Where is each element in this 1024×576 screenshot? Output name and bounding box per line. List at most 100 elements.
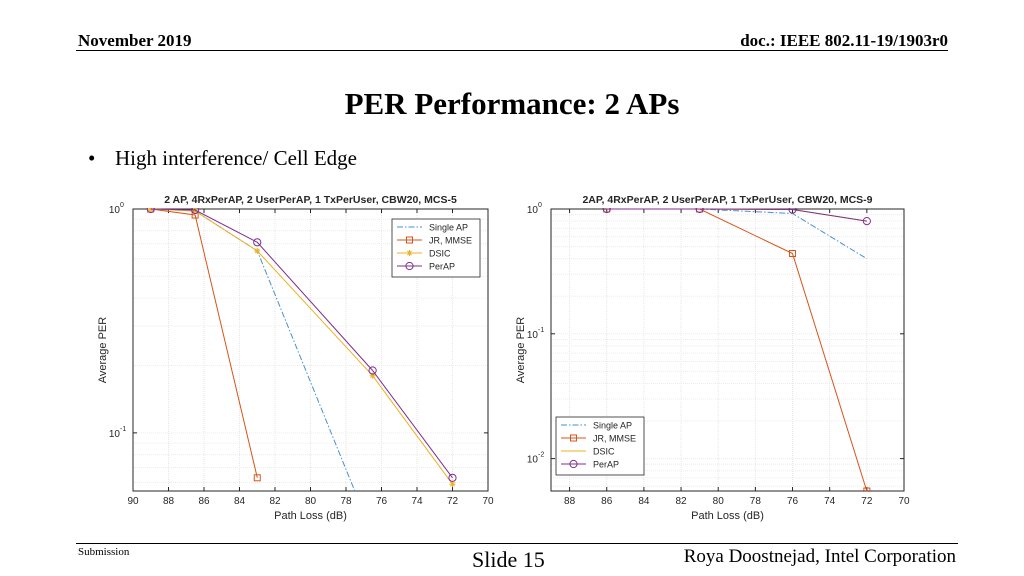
- data-point: [146, 208, 155, 214]
- x-tick-label: 76: [787, 496, 799, 507]
- svg-text:-2: -2: [538, 452, 544, 459]
- legend-label: PerAP: [429, 262, 455, 272]
- legend-label: JR, MMSE: [593, 434, 636, 444]
- x-tick-label: 84: [638, 496, 650, 507]
- legend-marker: [406, 250, 413, 256]
- legend: Single AP JR, MMSE DSIC PerAP: [391, 218, 481, 278]
- legend-label: JR, MMSE: [429, 236, 472, 246]
- y-tick-label: 10 0: [109, 202, 124, 216]
- data-point: [449, 481, 456, 488]
- y-axis-label: Average PER: [515, 317, 527, 384]
- legend-item: DSIC: [397, 249, 451, 259]
- x-tick-label: 80: [305, 496, 317, 507]
- legend-item: PerAP: [561, 460, 619, 470]
- legend-marker: [406, 236, 413, 244]
- x-tick-label: 76: [376, 496, 388, 507]
- x-tick-label: 82: [675, 496, 687, 507]
- legend-label: PerAP: [593, 460, 619, 470]
- y-tick-label: 10 -1: [527, 327, 544, 341]
- chart-title: 2AP, 4RxPerAP, 2 UserPerAP, 1 TxPerUser,…: [582, 194, 872, 206]
- y-axis-label: Average PER: [97, 317, 109, 384]
- series-line: [150, 208, 258, 478]
- svg-text:0: 0: [120, 202, 124, 209]
- data-point: [863, 487, 871, 492]
- svg-text:10: 10: [527, 205, 539, 216]
- legend-item: Single AP: [561, 421, 632, 431]
- legend-label: Single AP: [429, 223, 468, 233]
- data-point: [253, 474, 261, 482]
- x-tick-label: 90: [127, 496, 139, 507]
- slide-number: Slide 15: [472, 547, 545, 572]
- data-point: [254, 247, 261, 254]
- series-single-ap: [606, 208, 868, 260]
- legend: Single AP JR, MMSE DSIC PerAP: [555, 416, 645, 476]
- chart-title: 2 AP, 4RxPerAP, 2 UserPerAP, 1 TxPerUser…: [164, 194, 457, 206]
- header-rule: [76, 50, 948, 51]
- bullet-dot-icon: •: [88, 146, 96, 170]
- x-tick-label: 82: [269, 496, 281, 507]
- series-perap: [146, 208, 457, 482]
- grid-lines: [551, 209, 905, 491]
- x-tick-label: 74: [411, 496, 423, 507]
- bullet-text: High interference/ Cell Edge: [115, 146, 357, 170]
- x-tick-label: 78: [750, 496, 762, 507]
- legend-marker: [570, 434, 577, 442]
- x-axis-label: Path Loss (dB): [274, 510, 347, 522]
- x-tick-label: 88: [163, 496, 175, 507]
- footer-submission: Submission: [78, 546, 130, 558]
- footer-author: Roya Doostnejad, Intel Corporation: [683, 546, 956, 567]
- series-dsic: [147, 208, 456, 488]
- x-tick-label: 72: [447, 496, 459, 507]
- series-line: [150, 208, 453, 479]
- x-axis-label: Path Loss (dB): [691, 510, 764, 522]
- data-point: [369, 372, 376, 379]
- svg-text:10: 10: [527, 330, 539, 341]
- data-point: [191, 208, 200, 215]
- data-point: [368, 366, 377, 375]
- header-doc-id: doc.: IEEE 802.11-19/1903r0: [740, 31, 948, 50]
- legend-label: Single AP: [593, 421, 632, 431]
- legend-item: Single AP: [397, 223, 468, 233]
- footer-rule: [76, 543, 958, 544]
- series-line: [606, 208, 868, 260]
- x-tick-label: 86: [601, 496, 613, 507]
- slide-title: PER Performance: 2 APs: [344, 86, 680, 121]
- legend-label: DSIC: [593, 447, 615, 457]
- x-tick-label: 70: [482, 496, 494, 507]
- series-perap: [602, 208, 871, 226]
- y-tick-label: 10 -1: [109, 426, 126, 440]
- x-tick-label: 80: [713, 496, 725, 507]
- x-tick-label: 78: [340, 496, 352, 507]
- x-tick-label: 74: [824, 496, 836, 507]
- legend-marker: [405, 261, 414, 271]
- legend-item: PerAP: [397, 262, 455, 272]
- svg-text:-1: -1: [120, 426, 126, 433]
- x-tick-label: 70: [898, 496, 910, 507]
- x-tick-label: 84: [234, 496, 246, 507]
- legend-item: DSIC: [561, 447, 615, 457]
- legend-label: DSIC: [429, 249, 451, 259]
- data-point: [253, 238, 262, 247]
- y-tick-label: 10 -2: [527, 452, 544, 466]
- x-tick-label: 86: [198, 496, 210, 507]
- svg-text:10: 10: [109, 205, 121, 216]
- data-point: [788, 208, 797, 214]
- header-date: November 2019: [78, 31, 192, 50]
- data-point: [695, 208, 704, 214]
- data-point: [602, 208, 611, 214]
- data-point: [448, 473, 457, 482]
- x-tick-label: 72: [861, 496, 873, 507]
- legend-item: JR, MMSE: [561, 434, 636, 444]
- legend-marker: [569, 459, 578, 469]
- legend-item: JR, MMSE: [397, 236, 472, 246]
- y-tick-label: 10 0: [527, 202, 542, 216]
- svg-text:10: 10: [527, 455, 539, 466]
- series-line: [606, 208, 867, 222]
- series-line: [606, 208, 868, 492]
- x-tick-label: 88: [564, 496, 576, 507]
- svg-text:10: 10: [109, 429, 121, 440]
- data-point: [862, 216, 871, 226]
- data-point: [789, 249, 797, 257]
